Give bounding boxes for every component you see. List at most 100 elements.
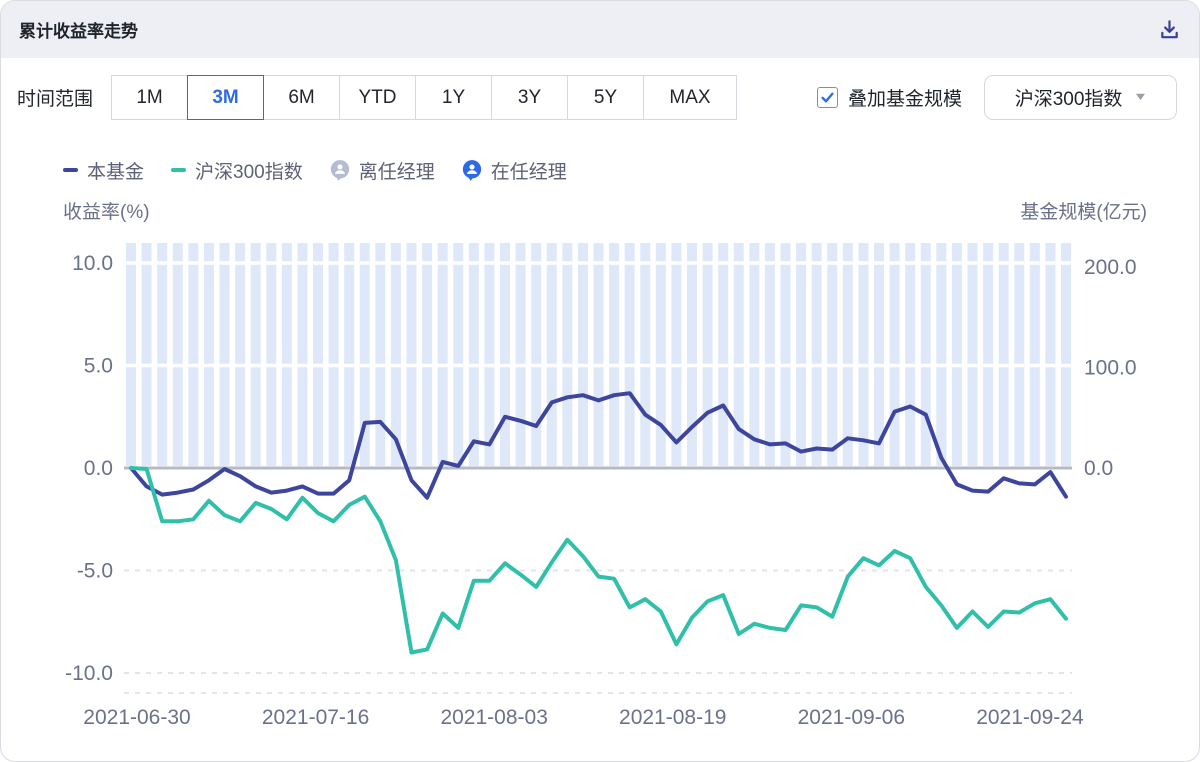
chart-area: 收益率(%) 基金规模(亿元) 10.0 5.0 0.0 -5.0 -10.0 200.0…	[1, 189, 1200, 762]
card-header: 累计收益率走势	[1, 1, 1199, 58]
fund-size-bar	[749, 243, 760, 466]
fund-size-bar	[842, 243, 853, 466]
fund-size-bar	[453, 243, 464, 466]
fund-size-bar	[827, 243, 838, 466]
x-axis-tick-label: 2021-09-24	[976, 706, 1084, 729]
fund-size-bar	[203, 243, 214, 466]
page-title: 累计收益率走势	[19, 22, 138, 41]
fund-size-bar	[126, 243, 136, 466]
fund-size-bar	[1045, 243, 1056, 466]
right-axis-title: 基金规模(亿元)	[1020, 202, 1147, 223]
fund-size-bar	[718, 243, 729, 466]
fund-size-bar	[375, 243, 386, 466]
x-axis-tick-label: 2021-09-06	[798, 706, 905, 729]
time-range-button-1y[interactable]: 1Y	[415, 75, 493, 120]
overlay-checkbox-label: 叠加基金规模	[847, 89, 962, 110]
index-return-line	[129, 466, 1068, 655]
benchmark-select[interactable]: 沪深300指数 ▼	[984, 75, 1177, 120]
checkmark-icon	[821, 92, 834, 103]
time-range-button-1m[interactable]: 1M	[111, 75, 189, 120]
fund-size-bar	[640, 243, 651, 466]
fund-size-bar	[624, 243, 635, 466]
fund-legend-label: 本基金	[87, 161, 145, 183]
legend-item-former-manager[interactable]: 离任经理	[330, 157, 435, 184]
fund-size-bar	[764, 243, 775, 466]
time-range-segmented-control: 1M 3M 6M YTD 1Y 3Y 5Y MAX	[111, 75, 738, 120]
time-range-button-3y[interactable]: 3Y	[491, 75, 569, 120]
overlay-fund-size-toggle[interactable]: 叠加基金规模	[816, 84, 962, 111]
fund-size-bar	[1014, 243, 1025, 466]
fund-size-bar	[141, 243, 152, 466]
fund-size-bar	[1029, 243, 1040, 466]
legend-item-fund[interactable]: 本基金	[63, 157, 144, 184]
fund-size-bar	[562, 243, 573, 466]
fund-size-bar	[359, 243, 370, 466]
fund-size-bar	[500, 243, 510, 466]
chart-canvas[interactable]: 10.0 5.0 0.0 -5.0 -10.0 200.0 100.0 0.0 2021-06-…	[1, 219, 1200, 762]
fund-size-bar	[609, 243, 620, 466]
fund-size-bar	[889, 243, 900, 466]
fund-size-bar	[920, 243, 931, 466]
fund-size-bar	[297, 243, 308, 466]
fund-size-bar	[577, 243, 588, 466]
current-manager-label: 在任经理	[490, 161, 567, 183]
right-axis-tick-label: 200.0	[1084, 256, 1137, 279]
legend-item-index[interactable]: 沪深300指数	[171, 157, 303, 184]
overlay-checkbox[interactable]	[816, 87, 838, 108]
right-axis-tick-label: 0.0	[1084, 457, 1113, 480]
fund-size-bar	[796, 243, 807, 466]
left-axis-title: 收益率(%)	[63, 202, 150, 223]
fund-size-bar	[390, 243, 401, 466]
fund-size-bar	[655, 243, 666, 466]
time-range-button-3m[interactable]: 3M	[187, 75, 265, 120]
fund-size-bar	[687, 243, 697, 466]
left-axis-tick-label: 0.0	[84, 457, 113, 480]
fund-line-swatch	[63, 168, 78, 172]
index-legend-label: 沪深300指数	[195, 161, 303, 183]
fund-size-bar	[188, 243, 199, 466]
left-axis-tick-label: 5.0	[84, 355, 113, 378]
fund-size-bar	[468, 243, 479, 466]
x-axis-tick-label: 2021-07-16	[262, 706, 369, 729]
current-manager-icon	[462, 159, 482, 182]
fund-size-bar	[983, 243, 994, 466]
x-axis-tick-label: 2021-06-30	[83, 706, 190, 729]
legend-item-current-manager[interactable]: 在任经理	[462, 157, 567, 184]
chart-legend: 本基金 沪深300指数 离任经理	[63, 157, 1199, 183]
fund-size-bar	[172, 243, 183, 466]
fund-size-bar	[250, 243, 261, 466]
fund-size-bar	[344, 243, 355, 466]
fund-size-bar	[546, 243, 557, 466]
download-icon	[1161, 20, 1178, 39]
fund-size-bar	[1061, 243, 1071, 466]
fund-size-bar	[733, 243, 744, 466]
former-manager-label: 离任经理	[358, 161, 435, 183]
fund-size-bar	[531, 243, 542, 466]
fund-size-bar	[437, 243, 448, 466]
x-axis-tick-label: 2021-08-19	[619, 706, 726, 729]
fund-size-bar	[313, 243, 323, 466]
right-axis-tick-label: 100.0	[1084, 357, 1137, 380]
fund-size-bar	[780, 243, 791, 466]
fund-size-bar	[874, 243, 884, 466]
fund-size-bar	[951, 243, 962, 466]
fund-size-bar	[515, 243, 526, 466]
left-axis-tick-label: 10.0	[72, 252, 113, 275]
fund-size-bar	[702, 243, 713, 466]
fund-size-bar	[157, 243, 168, 466]
time-range-button-max[interactable]: MAX	[643, 75, 738, 120]
time-range-button-5y[interactable]: 5Y	[567, 75, 645, 120]
fund-size-bar	[967, 243, 978, 466]
time-range-button-6m[interactable]: 6M	[263, 75, 341, 120]
fund-size-bar	[422, 243, 433, 466]
fund-size-bar	[484, 243, 495, 466]
toolbar: 时间范围 1M 3M 6M YTD 1Y 3Y 5Y MAX 叠加基金规模 沪深300指数 ▼	[17, 75, 1177, 120]
left-axis-tick-label: -10.0	[65, 662, 113, 685]
fund-size-bar	[406, 243, 417, 466]
download-button[interactable]	[1158, 18, 1181, 41]
time-range-button-ytd[interactable]: YTD	[339, 75, 417, 120]
fund-return-line	[129, 391, 1068, 500]
fund-size-bar	[936, 243, 947, 466]
fund-size-bar	[219, 243, 230, 466]
